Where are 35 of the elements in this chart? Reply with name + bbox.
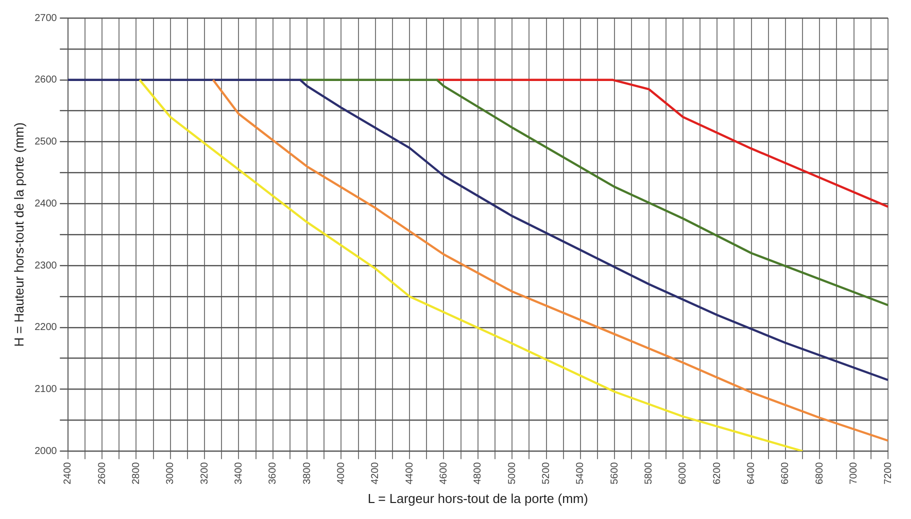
x-tick-label: 5600: [609, 462, 620, 484]
y-tick-label: 2000: [34, 446, 58, 457]
x-tick-label: 3200: [199, 462, 210, 484]
x-tick-label: 2800: [130, 462, 142, 484]
x-tick-label: 4600: [438, 462, 450, 484]
x-tick-label: 3400: [233, 462, 244, 484]
x-tick-label: 6600: [780, 462, 792, 484]
x-tick-label: 6200: [712, 462, 723, 484]
x-tick-label: 5000: [506, 462, 518, 484]
x-tick-label: 5400: [575, 462, 586, 484]
x-tick-label: 3800: [302, 462, 313, 484]
y-tick-label: 2300: [34, 260, 58, 272]
x-tick-label: 5800: [644, 462, 655, 484]
x-axis-title: L = Largeur hors-tout de la porte (mm): [368, 490, 588, 506]
x-tick-label: 5200: [541, 462, 552, 484]
x-tick-label: 7000: [848, 462, 860, 484]
y-tick-label: 2200: [34, 322, 58, 334]
x-tick-label: 6800: [814, 462, 826, 484]
x-tick-label: 7200: [882, 462, 894, 484]
x-tick-label: 4400: [404, 462, 416, 484]
x-tick-label: 3600: [268, 462, 279, 484]
y-tick-label: 2700: [34, 12, 58, 24]
x-tick-label: 2600: [96, 462, 108, 484]
x-tick-label: 4800: [472, 462, 484, 484]
x-tick-label: 3000: [165, 462, 176, 484]
x-tick-label: 6400: [746, 462, 758, 484]
x-tick-label: 6000: [678, 462, 689, 484]
y-tick-label: 2400: [34, 198, 58, 210]
x-tick-label: 2400: [62, 462, 74, 484]
x-tick-label: 4200: [370, 462, 382, 484]
y-tick-label: 2500: [34, 136, 58, 148]
x-tick-label: 4000: [336, 462, 347, 484]
y-tick-label: 2600: [34, 74, 58, 86]
y-tick-label: 2100: [34, 384, 58, 396]
y-axis-title: H = Hauteur hors-tout de la porte (mm): [11, 122, 26, 347]
